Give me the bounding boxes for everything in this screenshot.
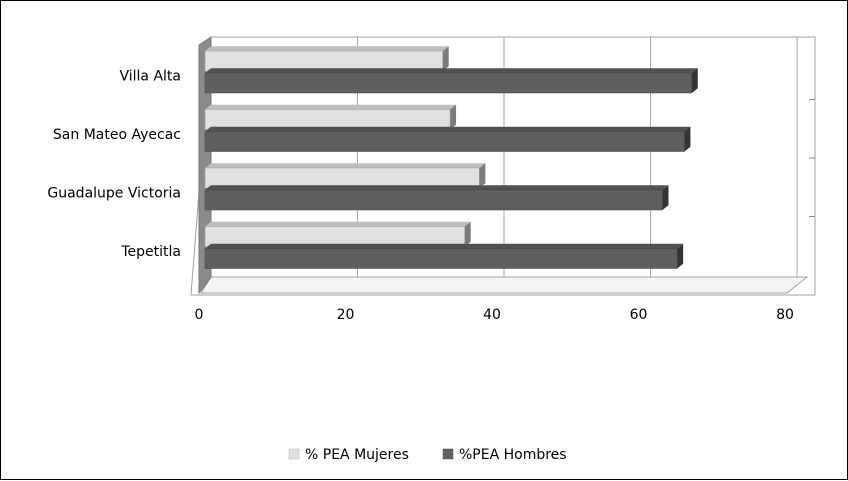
legend-label: % PEA Mujeres (305, 447, 409, 463)
bar-side (479, 163, 486, 188)
bar-top (205, 126, 691, 132)
bar (204, 189, 663, 211)
category-label: San Mateo Ayecac (53, 127, 181, 143)
legend-swatch (442, 448, 454, 460)
bar (204, 131, 685, 152)
category-label: Guadalupe Victoria (47, 185, 181, 201)
tick-label: 20 (337, 307, 355, 323)
bar-side (691, 68, 698, 93)
bar-top (205, 104, 457, 110)
legend-label: %PEA Hombres (459, 447, 567, 463)
bar-side (450, 104, 457, 130)
bar-side (662, 185, 669, 210)
bar-top (205, 163, 486, 168)
bar-side (677, 243, 684, 269)
bar (204, 72, 693, 94)
bar (204, 50, 443, 72)
tick-label: 60 (630, 307, 648, 323)
bar-side (464, 221, 471, 247)
bar-side (684, 126, 691, 152)
bar-top (205, 221, 471, 227)
tick-label: 80 (776, 307, 794, 323)
plot-border (190, 36, 816, 296)
tick-label: 40 (483, 307, 501, 323)
bar-top (205, 243, 684, 249)
tick-label: 0 (195, 307, 204, 323)
plot-floor (200, 276, 809, 294)
legend-swatch (288, 448, 300, 460)
category-label: Tepetitla (120, 244, 181, 260)
bar (204, 226, 465, 247)
bar (204, 109, 451, 130)
bar (204, 167, 480, 189)
bar (204, 248, 678, 269)
bar-top (205, 46, 449, 51)
bar-side (442, 46, 449, 71)
category-label: Villa Alta (119, 68, 181, 84)
bar-top (205, 185, 669, 190)
bar-top (205, 68, 698, 73)
